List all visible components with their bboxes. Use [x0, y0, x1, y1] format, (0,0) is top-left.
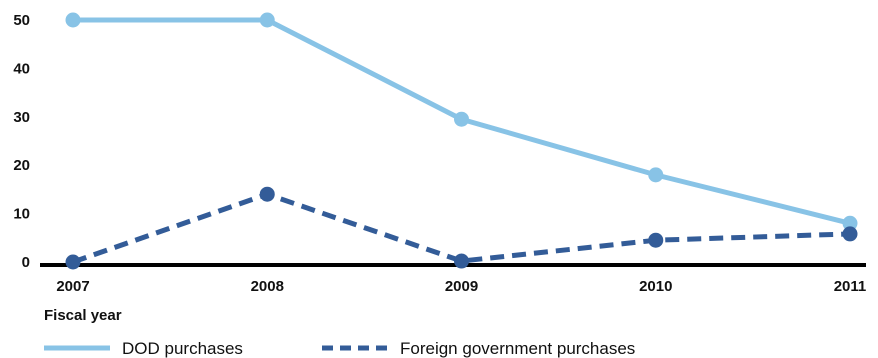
- data-point-dod-purchases-2010: [648, 167, 664, 183]
- x-axis-tick-labels: 2007 2008 2009 2010 2011: [56, 278, 866, 295]
- y-tick-label-10: 10: [13, 206, 30, 223]
- legend: DOD purchases Foreign government purchas…: [44, 339, 635, 358]
- y-tick-label-20: 20: [13, 157, 30, 174]
- series-line-foreign-government-purchases: [72, 191, 851, 265]
- series-layer: [65, 12, 858, 270]
- data-point-foreign-government-purchases-2011: [842, 226, 858, 242]
- data-point-dod-purchases-2011: [842, 215, 858, 231]
- y-tick-label-30: 30: [13, 109, 30, 126]
- data-point-dod-purchases-2007: [65, 12, 81, 28]
- data-point-foreign-government-purchases-2009: [454, 253, 469, 269]
- data-point-dod-purchases-2008: [259, 12, 275, 28]
- x-tick-label-2009: 2009: [445, 278, 478, 295]
- x-tick-label-2008: 2008: [251, 278, 284, 295]
- data-point-foreign-government-purchases-2008: [259, 186, 275, 202]
- data-point-foreign-government-purchases-2007: [65, 254, 81, 270]
- y-tick-label-40: 40: [13, 60, 30, 77]
- x-tick-label-2007: 2007: [56, 278, 89, 295]
- data-point-dod-purchases-2009: [454, 111, 469, 127]
- y-axis-tick-labels: 0 10 20 30 40 50: [13, 12, 30, 271]
- x-axis-title: Fiscal year: [44, 307, 122, 324]
- legend-label-foreign-government-purchases: Foreign government purchases: [400, 339, 635, 358]
- x-tick-label-2011: 2011: [834, 278, 867, 295]
- legend-label-dod-purchases: DOD purchases: [122, 339, 243, 358]
- y-tick-label-0: 0: [22, 254, 30, 271]
- y-tick-label-50: 50: [13, 12, 30, 29]
- x-tick-label-2010: 2010: [639, 278, 672, 295]
- data-point-foreign-government-purchases-2010: [648, 232, 664, 248]
